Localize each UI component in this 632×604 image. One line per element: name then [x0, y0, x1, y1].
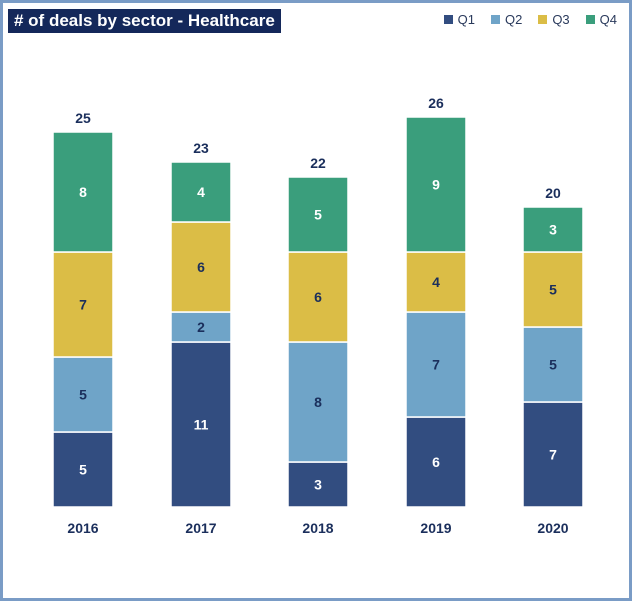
- x-tick-label-2020: 2020: [537, 520, 568, 536]
- bar-segment-2020-q2: [522, 326, 584, 403]
- bar-segment-2020-q3: [522, 251, 584, 328]
- segment-label-2018-q1: 3: [314, 477, 322, 493]
- segment-label-2019-q3: 4: [432, 274, 440, 290]
- legend-item-q2: Q2: [490, 12, 523, 27]
- segment-label-2018-q4: 5: [314, 207, 322, 223]
- bar-segment-2020-q4: [522, 206, 584, 253]
- bar-segment-2017-q3: [170, 221, 232, 313]
- legend-label: Q4: [599, 12, 617, 27]
- x-tick-label-2017: 2017: [185, 520, 216, 536]
- segment-label-2017-q1: 11: [194, 417, 209, 433]
- x-tick-label-2019: 2019: [420, 520, 451, 536]
- segment-label-2016-q2: 5: [79, 387, 87, 403]
- total-label-2019: 26: [428, 95, 444, 111]
- legend-label: Q3: [552, 12, 570, 27]
- segment-label-2016-q4: 8: [79, 184, 87, 200]
- segment-label-2017-q4: 4: [197, 184, 205, 200]
- bar-segment-2018-q2: [287, 341, 349, 463]
- bar-segment-2018-q4: [287, 176, 349, 253]
- bar-segment-2017-q4: [170, 161, 232, 223]
- segment-label-2019-q1: 6: [432, 454, 440, 470]
- segment-label-2020-q3: 5: [549, 282, 557, 298]
- legend-label: Q1: [457, 12, 475, 27]
- legend-item-q4: Q4: [585, 12, 617, 27]
- bar-segment-2016-q2: [52, 356, 114, 433]
- legend-label: Q2: [504, 12, 523, 27]
- segment-label-2019-q2: 7: [432, 357, 440, 373]
- segment-label-2020-q1: 7: [549, 447, 557, 463]
- segment-label-2017-q3: 6: [197, 259, 205, 275]
- segment-label-2018-q2: 8: [314, 394, 322, 410]
- legend-item-q1: Q1: [443, 12, 475, 27]
- legend-swatch-q4: [585, 15, 595, 24]
- legend-swatch-q2: [490, 15, 500, 24]
- segment-label-2020-q2: 5: [549, 357, 557, 373]
- bar-segment-2018-q1: [287, 461, 349, 508]
- stacked-bar-chart: 5578252016112642320173865222018674926201…: [52, 95, 584, 536]
- bar-segment-2016-q4: [52, 131, 114, 253]
- bar-segment-2019-q4: [405, 116, 467, 253]
- segment-label-2020-q4: 3: [549, 222, 557, 238]
- bar-segment-2017-q1: [170, 341, 232, 508]
- x-tick-label-2016: 2016: [67, 520, 98, 536]
- legend-swatch-q3: [538, 15, 548, 24]
- bar-segment-2016-q3: [52, 251, 114, 358]
- bar-segment-2017-q2: [170, 311, 232, 343]
- chart-legend: Q1 Q2 Q3 Q4: [443, 12, 617, 27]
- total-label-2017: 23: [193, 140, 209, 156]
- legend-item-q3: Q3: [538, 12, 570, 27]
- total-label-2016: 25: [75, 110, 91, 126]
- segment-label-2017-q2: 2: [197, 319, 205, 335]
- bar-segment-2019-q3: [405, 251, 467, 313]
- legend-swatch-q1: [443, 15, 453, 24]
- segment-label-2016-q3: 7: [79, 297, 87, 313]
- segment-label-2016-q1: 5: [79, 462, 87, 478]
- chart-title: # of deals by sector - Healthcare: [8, 9, 281, 33]
- bar-segment-2019-q2: [405, 311, 467, 418]
- segment-label-2018-q3: 6: [314, 289, 322, 305]
- total-label-2020: 20: [545, 185, 561, 201]
- bar-segment-2018-q3: [287, 251, 349, 343]
- segment-label-2019-q4: 9: [432, 177, 440, 193]
- bar-segment-2019-q1: [405, 416, 467, 508]
- bar-segment-2020-q1: [522, 401, 584, 508]
- total-label-2018: 22: [310, 155, 326, 171]
- x-tick-label-2018: 2018: [302, 520, 333, 536]
